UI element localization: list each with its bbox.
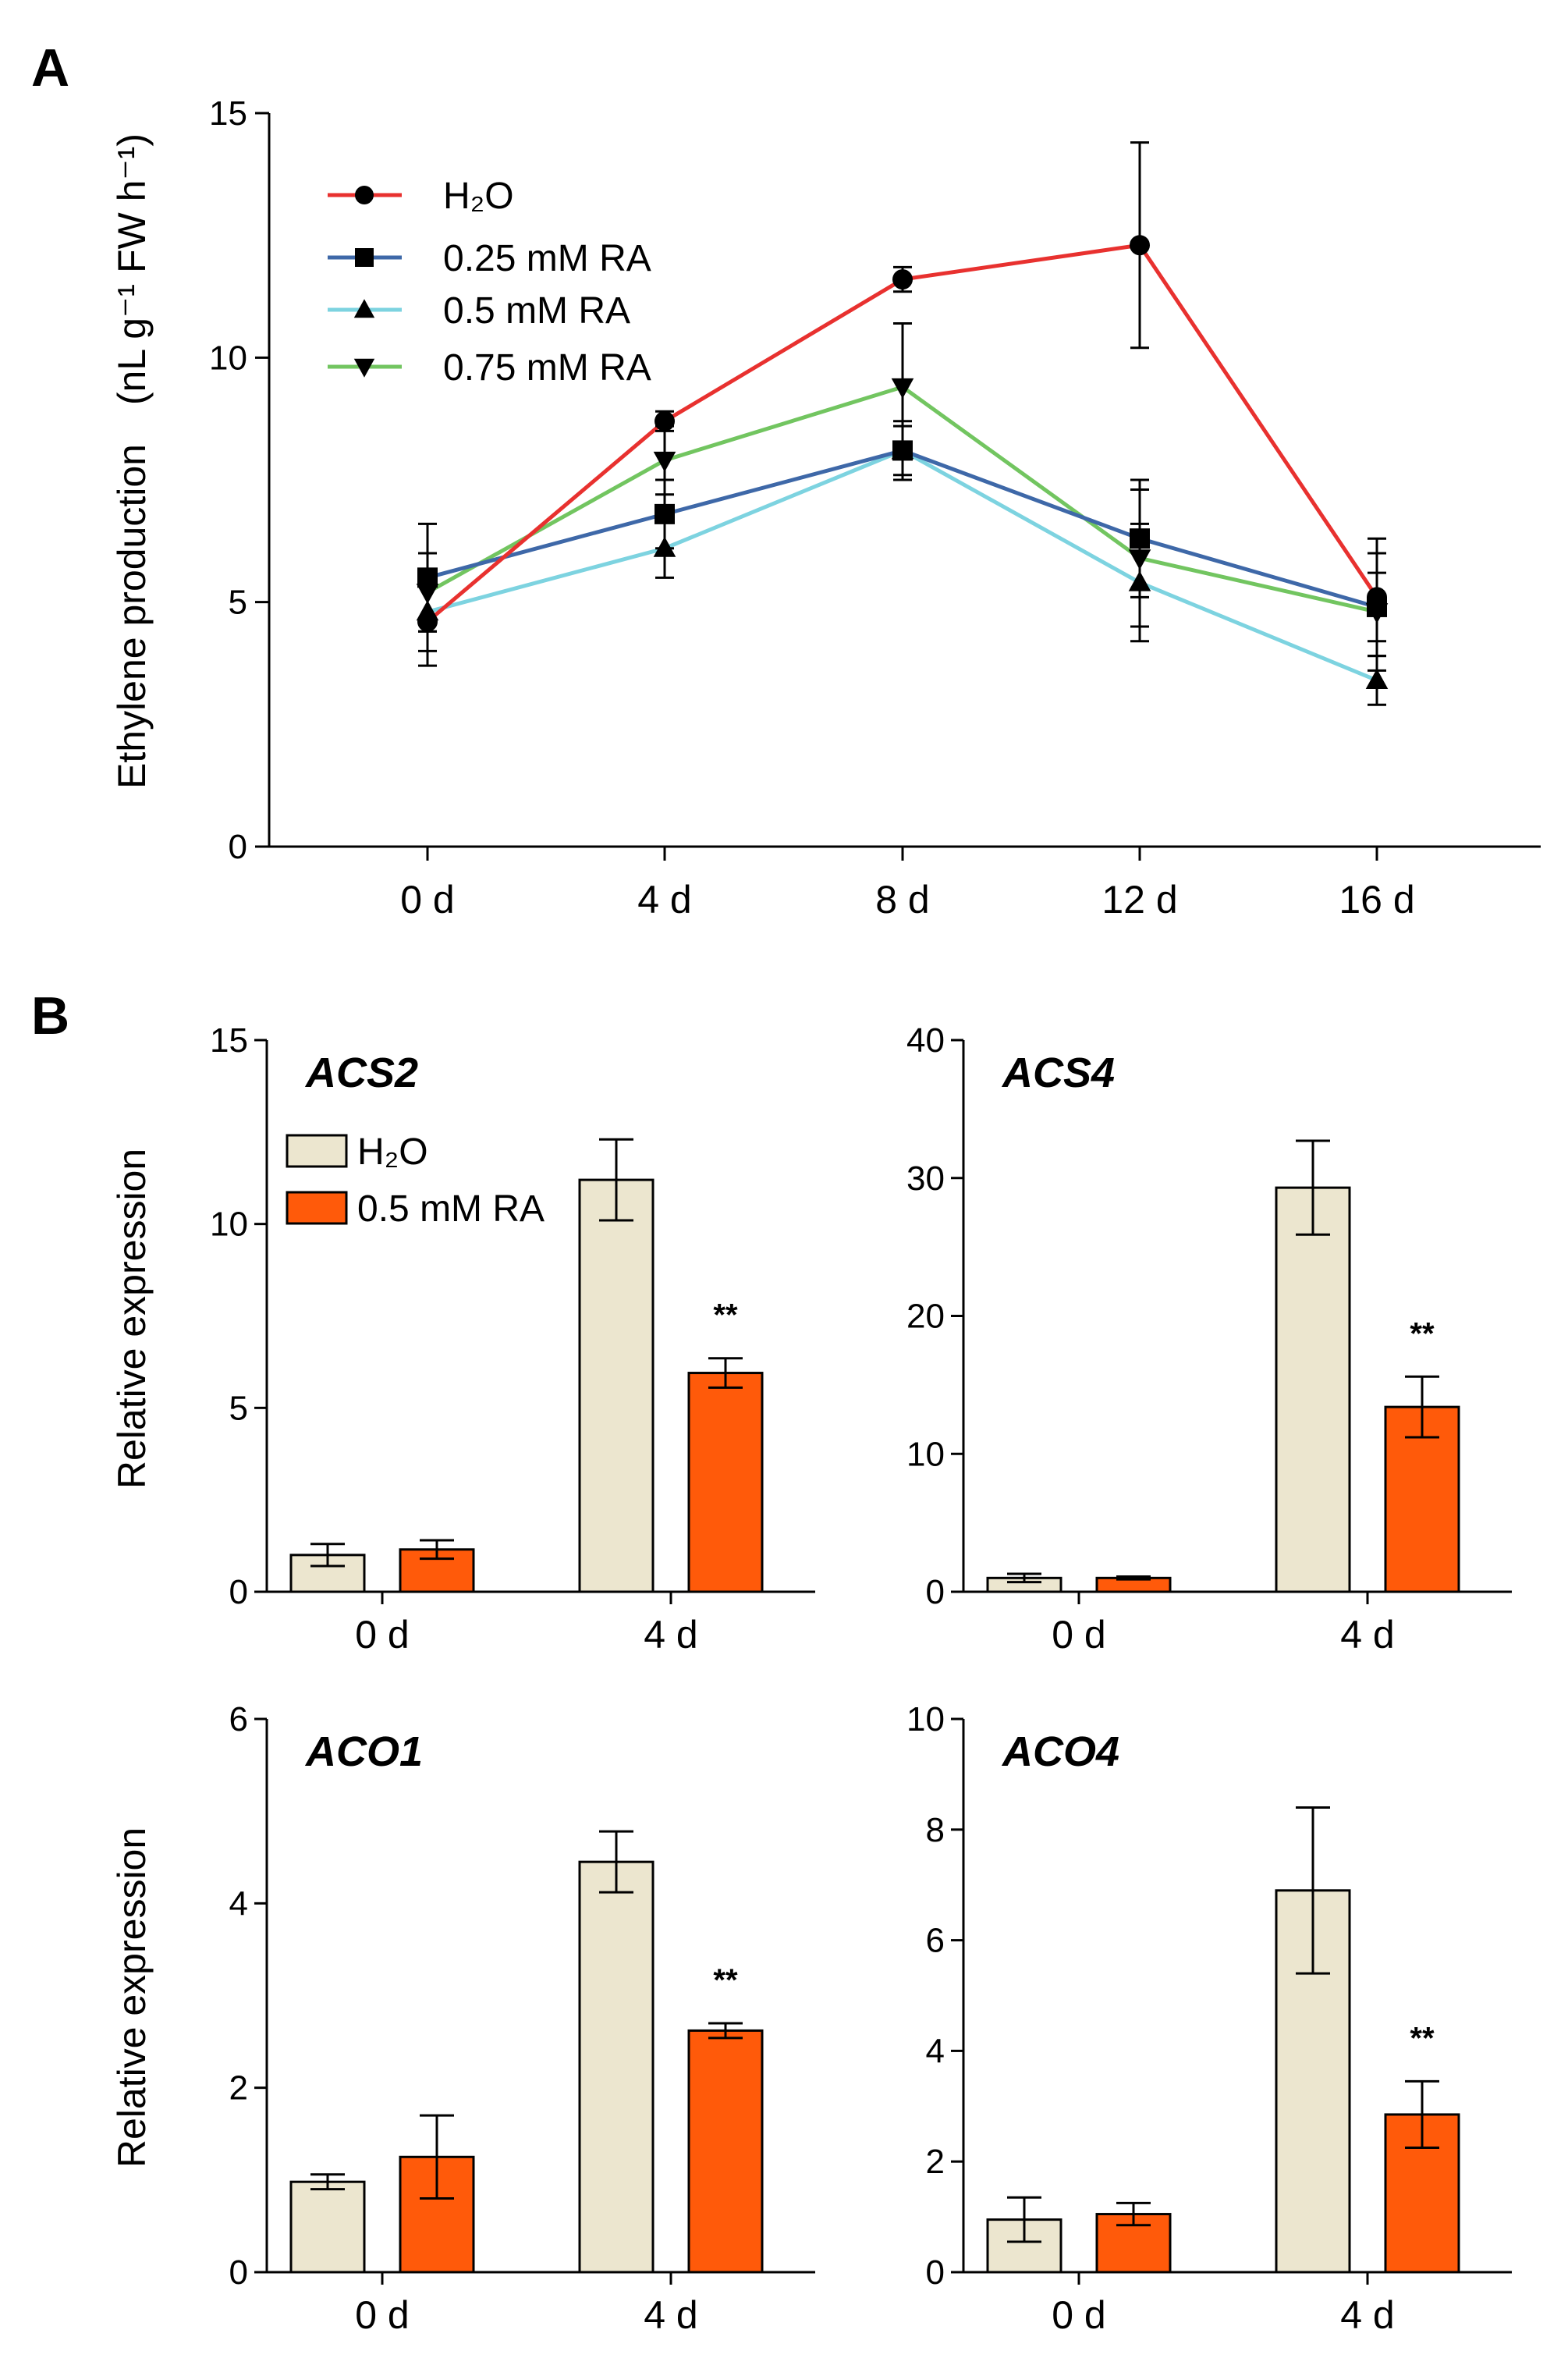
acs2-legend-label: H₂O (357, 1131, 428, 1173)
panel-a-y-axis-unit: (nL g⁻¹ FW h⁻¹) (110, 133, 154, 405)
panel-a-data-point (1130, 528, 1150, 549)
aco4-gene-title: ACO4 (1001, 1728, 1119, 1775)
acs2-gene-title: ACS2 (304, 1049, 418, 1096)
acs4-y-tick-label: 30 (906, 1159, 945, 1198)
panel-a-series-marks-1 (417, 420, 1387, 643)
acs2-bar (687, 1372, 764, 1593)
aco1-y-tick-label: 4 (229, 1884, 248, 1923)
acs2-legend-label: 0.5 mM RA (357, 1188, 545, 1230)
aco1-chart: 0 2 4 6 0 d 4 d ** ACO1 (229, 1700, 815, 2337)
aco4-x-tick-label: 0 d (1052, 2293, 1106, 2337)
acs2-legend: H₂O 0.5 mM RA (286, 1131, 545, 1230)
acs4-x-tick-label: 0 d (1052, 1613, 1106, 1657)
acs2-y-tick-label: 15 (210, 1021, 248, 1060)
aco4-bar (1384, 2113, 1460, 2274)
panel-a-data-point (892, 269, 913, 290)
acs2-y-tick-label: 0 (229, 1573, 248, 1611)
panel-b-label: B (31, 986, 69, 1046)
panel-a-data-point (417, 611, 438, 632)
acs4-y-tick-label: 10 (906, 1435, 945, 1473)
acs2-legend-swatch (286, 1191, 348, 1225)
aco1-bar (289, 2180, 366, 2274)
aco1-y-axis-label: Relative expression (110, 1827, 154, 2168)
panel-a-legend-marker (353, 299, 375, 318)
aco4-y-tick-label: 2 (926, 2143, 945, 2181)
aco4-y-tick-label: 4 (926, 2032, 945, 2070)
aco4-y-tick-label: 10 (906, 1700, 945, 1738)
acs4-bar (1275, 1186, 1351, 1593)
acs4-gene-title: ACS4 (1001, 1049, 1115, 1096)
aco4-y-tick-label: 6 (926, 1922, 945, 1960)
panel-a-data-point (655, 503, 675, 524)
panel-a-data-point (1365, 668, 1389, 689)
aco4-x-tick-label: 4 d (1340, 2293, 1395, 2337)
aco1-bar (578, 1860, 655, 2274)
panel-a-y-axis-title: Ethylene production (110, 444, 154, 789)
panel-a-data-point (891, 378, 914, 399)
acs2-x-tick-label: 0 d (355, 1613, 410, 1657)
panel-a-label: A (31, 38, 69, 98)
aco1-bar (687, 2029, 764, 2274)
panel-a-data-point (1130, 235, 1150, 256)
panel-a-legend: H₂O 0.25 mM RA 0.5 mM RA 0.75 mM RA (328, 176, 651, 389)
acs4-y-tick-label: 20 (906, 1298, 945, 1336)
panel-a-legend-marker (355, 186, 374, 204)
panel-b-bar-charts: B Relative expression Relative expressio… (31, 986, 1512, 2337)
acs2-chart: 0 5 10 15 0 d 4 d ** ACS2 H₂O 0.5 mM RA (210, 1021, 815, 1657)
panel-a-legend-marker (355, 248, 374, 267)
acs2-significance-label: ** (713, 1298, 738, 1333)
panel-a-x-tick-label: 12 d (1102, 878, 1177, 922)
panel-a-x-tick-label: 4 d (637, 878, 692, 922)
aco4-y-tick-label: 8 (926, 1811, 945, 1849)
aco1-significance-label: ** (713, 1963, 738, 1998)
aco1-y-tick-label: 6 (229, 1700, 248, 1738)
acs2-y-axis-label: Relative expression (110, 1149, 154, 1489)
acs2-y-tick-label: 10 (210, 1206, 248, 1244)
acs4-chart: 0 10 20 30 40 0 d 4 d ** ACS4 (906, 1021, 1512, 1657)
panel-a-line-chart: A Ethylene production (nL g⁻¹ FW h⁻¹) 0 5… (31, 38, 1541, 922)
panel-a-y-axis-label: Ethylene production (nL g⁻¹ FW h⁻¹) (110, 133, 154, 789)
aco1-x-tick-label: 0 d (355, 2293, 410, 2337)
panel-a-x-tick-label: 16 d (1339, 878, 1414, 922)
panel-a-y-tick-label: 0 (229, 828, 247, 866)
panel-a-legend-label: 0.25 mM RA (443, 238, 651, 279)
aco4-significance-label: ** (1410, 2021, 1435, 2055)
acs4-y-tick-label: 0 (926, 1573, 945, 1611)
acs4-significance-label: ** (1410, 1316, 1435, 1351)
aco4-chart: 0 2 4 6 8 10 0 d 4 d ** ACO4 (906, 1700, 1512, 2337)
panel-a-x-tick-label: 8 d (875, 878, 930, 922)
acs2-x-tick-label: 4 d (644, 1613, 698, 1657)
aco1-gene-title: ACO1 (304, 1728, 423, 1775)
acs2-legend-swatch (286, 1134, 348, 1168)
panel-a-series-marks-0 (417, 141, 1387, 667)
panel-a-y-tick-label: 5 (229, 584, 247, 622)
panel-a-legend-label: 0.5 mM RA (443, 290, 630, 332)
panel-a-data-point (653, 451, 676, 472)
panel-a-y-tick-label: 15 (209, 94, 247, 133)
panel-a-y-tick-label: 10 (209, 339, 247, 377)
acs4-bar (1384, 1405, 1460, 1593)
panel-a-legend-label: H₂O (443, 176, 514, 217)
panel-a-legend-label: 0.75 mM RA (443, 347, 651, 389)
acs2-y-tick-label: 5 (229, 1389, 248, 1427)
panel-a-data-point (892, 440, 913, 461)
panel-a-legend-marker (353, 358, 375, 378)
aco4-y-tick-label: 0 (926, 2253, 945, 2292)
panel-a-data-point (1367, 587, 1387, 608)
acs2-bar (578, 1178, 655, 1593)
panel-a-data-point (655, 410, 675, 431)
acs4-y-tick-label: 40 (906, 1021, 945, 1060)
aco1-y-tick-label: 2 (229, 2069, 248, 2108)
acs4-x-tick-label: 4 d (1340, 1613, 1395, 1657)
aco1-y-tick-label: 0 (229, 2253, 248, 2292)
aco1-x-tick-label: 4 d (644, 2293, 698, 2337)
panel-a-x-tick-label: 0 d (400, 878, 455, 922)
